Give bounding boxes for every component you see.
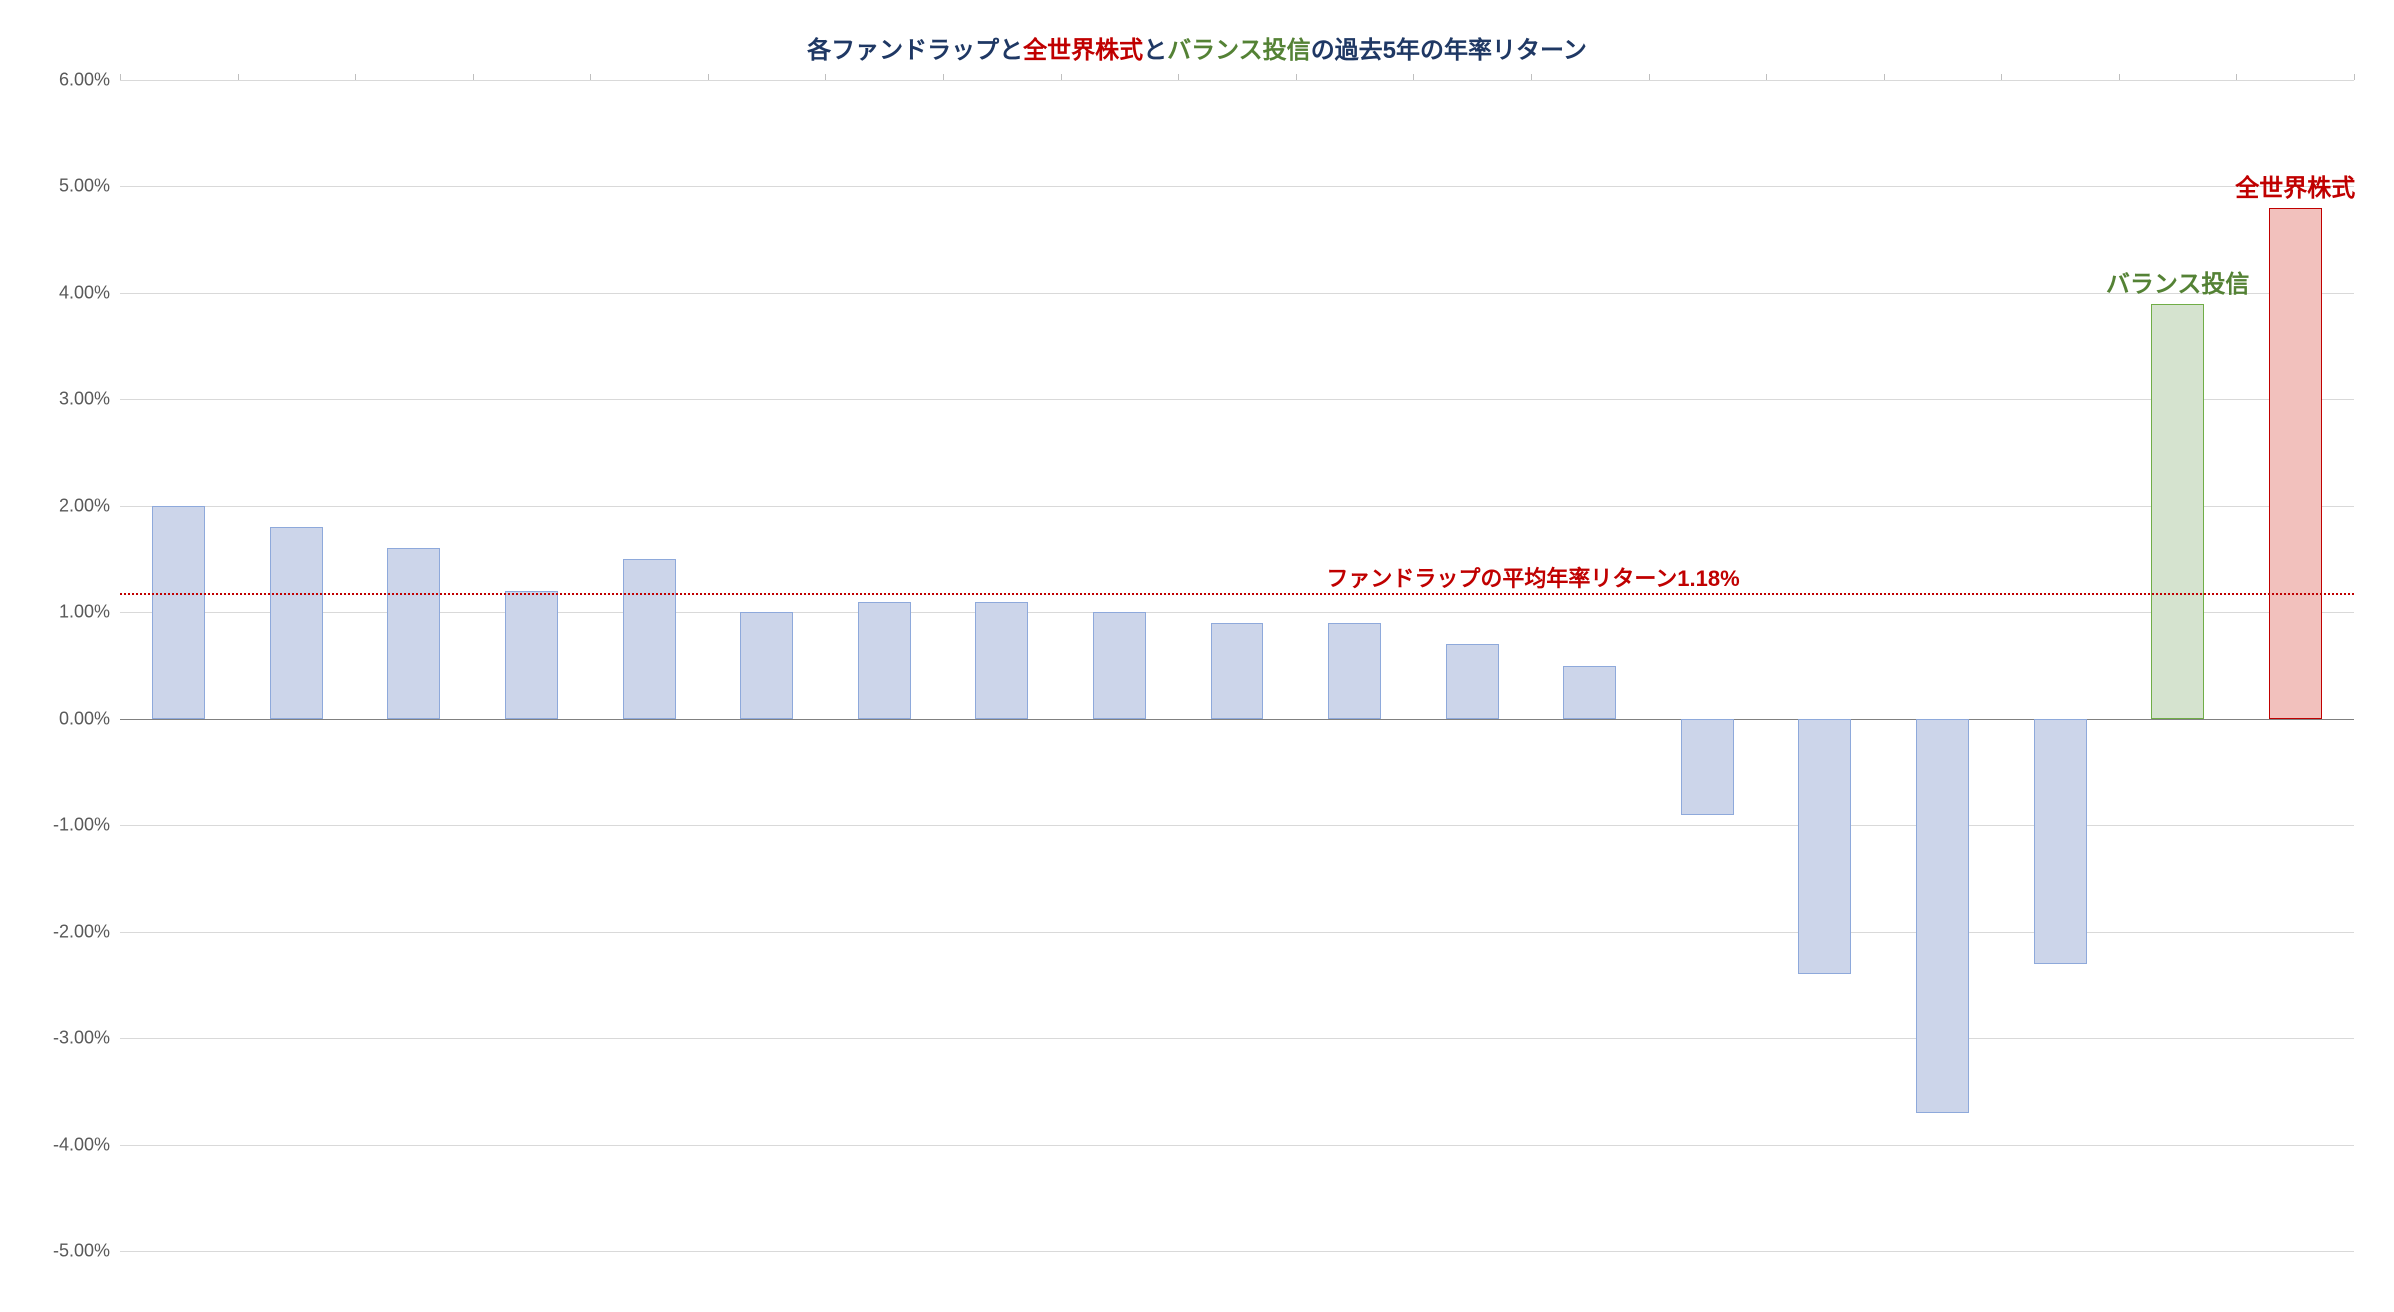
bar-fundwrap — [975, 602, 1028, 719]
bar-fundwrap — [505, 591, 558, 719]
bar-fundwrap — [152, 506, 205, 719]
bar-fundwrap — [1211, 623, 1264, 719]
bar-fundwrap — [1916, 719, 1969, 1113]
title-seg-fundwrap: 各ファンドラップ — [807, 37, 999, 64]
gridline — [120, 1038, 2354, 1039]
x-tick — [1296, 74, 1297, 80]
chart-container: 各ファンドラップと全世界株式とバランス投信の過去5年の年率リターン 6.00%5… — [0, 0, 2394, 1312]
bar-label-balance: バランス投信 — [2106, 264, 2250, 299]
bar-fundwrap — [1681, 719, 1734, 815]
gridline — [120, 293, 2354, 294]
x-tick — [473, 74, 474, 80]
gridline — [120, 825, 2354, 826]
y-axis-label: 2.00% — [59, 495, 110, 516]
title-seg-to1: と — [999, 37, 1023, 64]
gridline — [120, 186, 2354, 187]
x-tick — [943, 74, 944, 80]
x-tick — [2236, 74, 2237, 80]
bar-fundwrap — [270, 527, 323, 719]
x-tick — [1061, 74, 1062, 80]
y-axis-label: 0.00% — [59, 708, 110, 729]
bar-fundwrap — [1798, 719, 1851, 974]
x-tick — [1413, 74, 1414, 80]
bar-fundwrap — [858, 602, 911, 719]
gridline — [120, 1145, 2354, 1146]
x-tick — [355, 74, 356, 80]
y-axis-label: 6.00% — [59, 70, 110, 91]
bar-label-world: 全世界株式 — [2235, 168, 2355, 203]
bar-fundwrap — [740, 612, 793, 718]
bar-fundwrap — [1446, 644, 1499, 719]
y-axis-label: 3.00% — [59, 389, 110, 410]
gridline — [120, 1251, 2354, 1252]
bar-fundwrap — [1093, 612, 1146, 718]
x-tick — [1531, 74, 1532, 80]
y-axis-label: -5.00% — [53, 1241, 110, 1262]
x-tick — [590, 74, 591, 80]
bar-fundwrap — [1563, 666, 1616, 719]
gridline — [120, 399, 2354, 400]
gridline — [120, 612, 2354, 613]
bar-fundwrap — [2034, 719, 2087, 964]
x-tick — [120, 74, 121, 80]
gridline — [120, 80, 2354, 81]
x-tick — [1766, 74, 1767, 80]
x-tick — [2119, 74, 2120, 80]
plot-area: 6.00%5.00%4.00%3.00%2.00%1.00%0.00%-1.00… — [120, 80, 2354, 1252]
reference-line — [120, 593, 2354, 595]
y-axis-label: 5.00% — [59, 176, 110, 197]
chart-title: 各ファンドラップと全世界株式とバランス投信の過去5年の年率リターン — [0, 30, 2394, 65]
bar-world — [2269, 208, 2322, 719]
x-tick — [1178, 74, 1179, 80]
reference-line-label: ファンドラップの平均年率リターン1.18% — [1326, 561, 1739, 593]
x-tick — [1649, 74, 1650, 80]
gridline — [120, 932, 2354, 933]
title-seg-rest: の過去5年の年率リターン — [1311, 37, 1587, 64]
y-axis-label: -3.00% — [53, 1028, 110, 1049]
y-axis-label: 1.00% — [59, 602, 110, 623]
x-tick — [708, 74, 709, 80]
x-tick — [2354, 74, 2355, 80]
x-tick — [825, 74, 826, 80]
bar-fundwrap — [623, 559, 676, 719]
gridline — [120, 506, 2354, 507]
y-axis-label: -1.00% — [53, 815, 110, 836]
bar-fundwrap — [1328, 623, 1381, 719]
title-seg-world: 全世界株式 — [1023, 37, 1143, 64]
y-axis-label: 4.00% — [59, 282, 110, 303]
bar-balance — [2151, 304, 2204, 719]
title-seg-balance: バランス投信 — [1167, 37, 1311, 64]
title-seg-to2: と — [1143, 37, 1167, 64]
y-axis-label: -4.00% — [53, 1134, 110, 1155]
bar-fundwrap — [387, 548, 440, 718]
y-axis-label: -2.00% — [53, 921, 110, 942]
x-tick — [2001, 74, 2002, 80]
x-tick — [1884, 74, 1885, 80]
x-tick — [238, 74, 239, 80]
zero-line — [120, 719, 2354, 720]
